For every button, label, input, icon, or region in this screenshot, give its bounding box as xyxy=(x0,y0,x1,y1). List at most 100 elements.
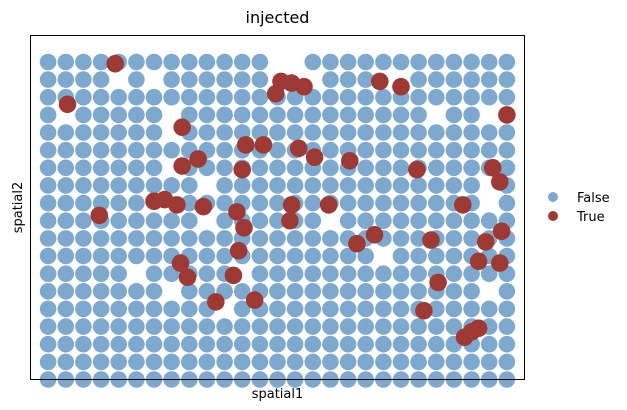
point-false xyxy=(375,106,392,124)
point-false xyxy=(463,230,480,247)
point-false xyxy=(163,335,180,353)
point-false xyxy=(269,177,286,194)
point-false xyxy=(216,106,233,124)
point-false xyxy=(75,159,92,177)
point-false xyxy=(498,335,516,353)
point-false xyxy=(128,124,145,141)
point-false xyxy=(163,88,180,106)
point-false xyxy=(392,247,410,265)
point-false xyxy=(110,247,127,265)
point-false xyxy=(110,300,127,318)
point-false xyxy=(304,247,322,265)
point-true xyxy=(224,266,243,285)
point-false xyxy=(75,335,92,353)
point-false xyxy=(410,106,427,124)
point-false xyxy=(75,141,92,159)
point-false xyxy=(92,353,110,371)
point-true xyxy=(233,160,251,179)
point-false xyxy=(128,53,145,71)
point-false xyxy=(357,335,375,353)
point-false xyxy=(304,283,322,300)
point-false xyxy=(322,53,339,71)
point-false xyxy=(375,194,392,212)
point-false xyxy=(269,141,286,159)
point-false xyxy=(445,230,463,247)
point-false xyxy=(375,177,392,194)
point-false xyxy=(322,159,339,177)
point-false xyxy=(145,177,163,194)
point-false xyxy=(145,159,163,177)
point-false xyxy=(181,53,198,71)
point-false xyxy=(339,353,357,371)
point-false xyxy=(445,265,463,283)
point-false xyxy=(128,194,145,212)
point-false xyxy=(181,212,198,229)
point-false xyxy=(392,141,410,159)
legend-marker-false xyxy=(548,192,558,202)
point-false xyxy=(92,230,110,247)
point-false xyxy=(392,194,410,212)
point-false xyxy=(357,106,375,124)
point-true xyxy=(392,77,410,96)
point-true xyxy=(235,219,253,237)
legend-label-true: True xyxy=(576,210,605,225)
point-false xyxy=(392,159,410,177)
legend: False True xyxy=(548,191,610,225)
point-false xyxy=(428,335,445,353)
point-false xyxy=(445,353,463,371)
point-false xyxy=(198,88,216,106)
point-false xyxy=(251,318,269,335)
point-false xyxy=(75,177,92,194)
point-false xyxy=(216,335,233,353)
point-false xyxy=(163,318,180,335)
point-false xyxy=(75,265,92,283)
point-false xyxy=(357,71,375,88)
point-false xyxy=(480,141,498,159)
point-false xyxy=(57,71,75,88)
point-false xyxy=(57,265,75,283)
point-false xyxy=(128,71,145,88)
points-layer xyxy=(39,53,516,388)
point-false xyxy=(92,335,110,353)
point-false xyxy=(392,335,410,353)
point-false xyxy=(92,177,110,194)
point-true xyxy=(228,203,246,221)
point-true xyxy=(171,254,190,272)
point-false xyxy=(375,300,392,318)
point-false xyxy=(57,335,75,353)
point-false xyxy=(286,283,304,300)
point-false xyxy=(269,106,286,124)
point-false xyxy=(145,283,163,300)
point-false xyxy=(463,141,480,159)
point-false xyxy=(498,141,516,159)
point-false xyxy=(57,247,75,265)
chart-title: injected xyxy=(246,8,310,27)
point-false xyxy=(128,300,145,318)
point-true xyxy=(422,231,440,249)
point-false xyxy=(445,106,463,124)
point-false xyxy=(428,353,445,371)
point-false xyxy=(181,353,198,371)
point-false xyxy=(392,318,410,335)
point-false xyxy=(57,318,75,335)
point-true xyxy=(254,136,273,154)
point-false xyxy=(304,194,322,212)
point-false xyxy=(269,212,286,229)
point-false xyxy=(251,212,269,229)
point-true xyxy=(498,106,516,124)
point-false xyxy=(480,88,498,106)
point-false xyxy=(498,283,516,300)
point-false xyxy=(198,230,216,247)
point-false xyxy=(251,230,269,247)
point-true xyxy=(173,118,191,136)
point-false xyxy=(445,247,463,265)
point-false xyxy=(410,124,427,141)
point-false xyxy=(198,265,216,283)
point-false xyxy=(322,335,339,353)
point-false xyxy=(75,106,92,124)
point-false xyxy=(128,230,145,247)
point-false xyxy=(233,283,251,300)
point-true xyxy=(429,273,447,292)
point-false xyxy=(92,53,110,71)
point-false xyxy=(110,159,127,177)
